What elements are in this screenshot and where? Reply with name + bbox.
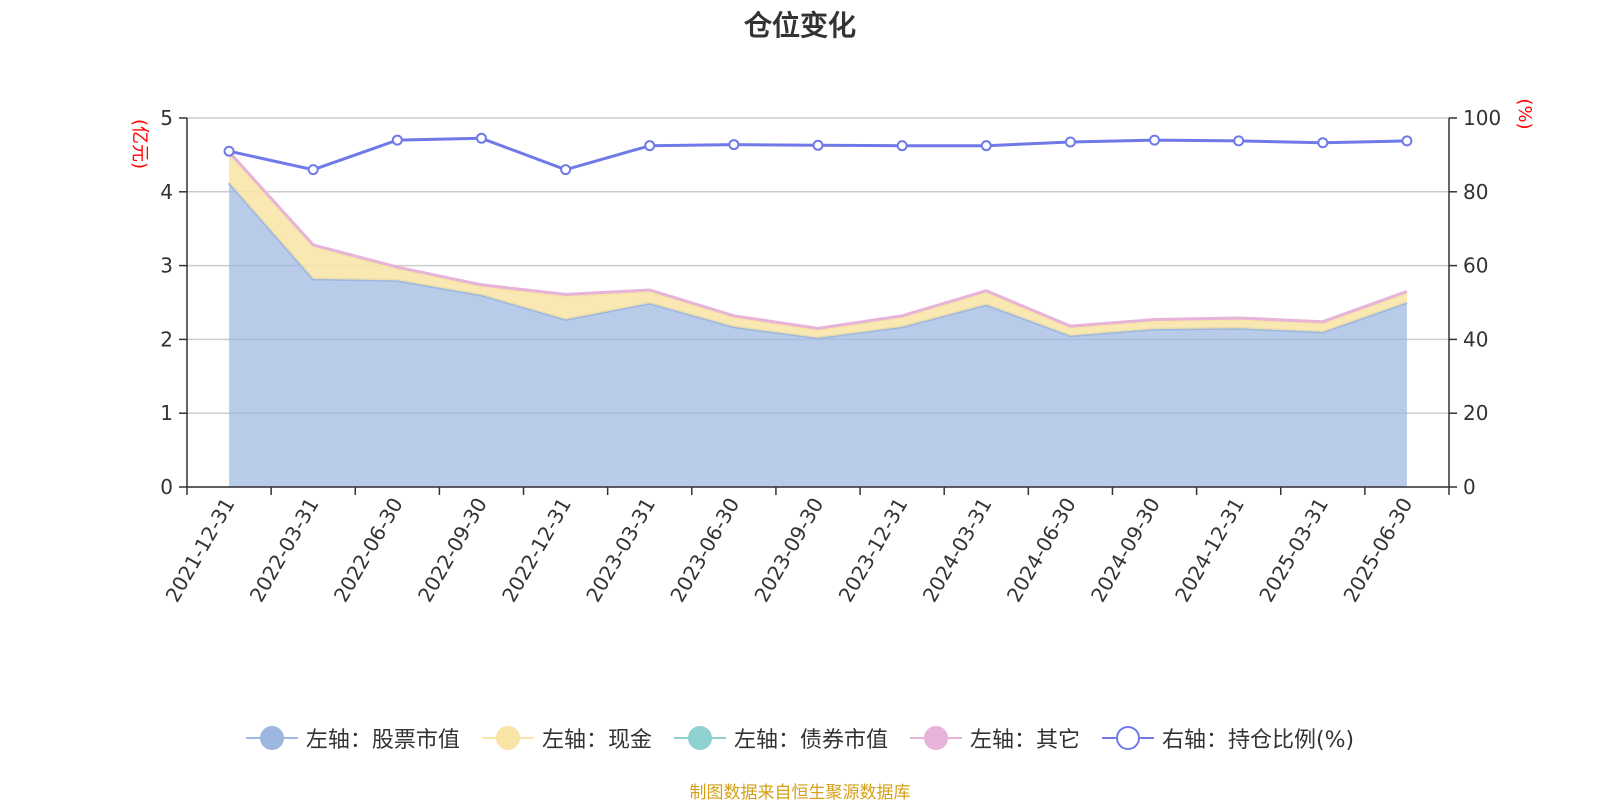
- left-axis-tick-label: 4: [160, 180, 173, 204]
- legend: 左轴：股票市值 左轴：现金 左轴：债券市值 左轴：其它 右轴：持仓比例(%): [0, 722, 1600, 754]
- right-axis-tick-label: 20: [1463, 401, 1488, 425]
- left-axis-tick-label: 1: [160, 401, 173, 425]
- ratio-point: [980, 140, 992, 152]
- legend-swatch-icon: [245, 725, 298, 751]
- x-axis-tick-label: 2024-03-31: [918, 494, 997, 607]
- ratio-point: [1317, 137, 1329, 149]
- ratio-point: [644, 140, 656, 152]
- ratio-point: [560, 164, 572, 176]
- ratio-point: [812, 139, 824, 151]
- left-axis-tick-label: 5: [160, 106, 173, 130]
- ratio-point: [1149, 134, 1161, 146]
- x-axis-tick-label: 2023-03-31: [581, 494, 660, 607]
- x-axis-tick-label: 2024-12-31: [1170, 494, 1249, 607]
- ratio-point: [223, 145, 235, 157]
- ratio-point: [475, 132, 487, 144]
- x-axis-tick-label: 2023-09-30: [749, 494, 828, 607]
- legend-swatch-icon: [1101, 725, 1154, 751]
- left-axis-tick-label: 3: [160, 254, 173, 278]
- x-axis-tick-label: 2024-09-30: [1086, 494, 1165, 607]
- ratio-point: [1064, 136, 1076, 148]
- left-axis-tick-label: 0: [160, 475, 173, 499]
- right-axis-tick-label: 40: [1463, 327, 1488, 351]
- footer-credit: 制图数据来自恒生聚源数据库: [689, 783, 911, 803]
- x-axis-tick-label: 2022-06-30: [329, 494, 408, 607]
- chart-title: 仓位变化: [743, 9, 856, 42]
- right-axis-tick-label: 100: [1463, 106, 1501, 130]
- x-axis-tick-label: 2025-03-31: [1254, 494, 1333, 607]
- left-axis-tick-label: 2: [160, 327, 173, 351]
- left-axis-unit: (亿元): [129, 119, 150, 169]
- legend-item[interactable]: 左轴：其它: [909, 722, 1080, 754]
- ratio-point: [307, 164, 319, 176]
- x-axis-tick-label: 2022-09-30: [413, 494, 492, 607]
- legend-swatch-icon: [909, 725, 962, 751]
- ratio-point: [896, 140, 908, 152]
- right-axis-tick-label: 0: [1463, 475, 1476, 499]
- legend-item[interactable]: 左轴：股票市值: [245, 722, 460, 754]
- area-layer: [227, 150, 1408, 487]
- legend-label: 右轴：持仓比例(%): [1161, 728, 1355, 753]
- line-layer: [223, 132, 1413, 176]
- legend-label: 左轴：债券市值: [733, 728, 888, 753]
- x-axis-tick-label: 2021-12-31: [160, 494, 239, 607]
- x-axis-tick-label: 2024-06-30: [1002, 494, 1081, 607]
- ratio-point: [728, 139, 740, 151]
- right-axis-tick-label: 80: [1463, 180, 1488, 204]
- right-axis-tick-label: 60: [1463, 254, 1488, 278]
- x-axis-tick-label: 2022-03-31: [245, 494, 324, 607]
- legend-label: 左轴：股票市值: [305, 728, 460, 753]
- ratio-point: [391, 134, 403, 146]
- legend-item[interactable]: 右轴：持仓比例(%): [1101, 722, 1355, 754]
- area-0: [229, 182, 1407, 487]
- ratio-point: [1401, 135, 1413, 147]
- x-axis-tick-label: 2023-06-30: [665, 494, 744, 607]
- legend-item[interactable]: 左轴：债券市值: [673, 722, 888, 754]
- x-axis-tick-label: 2025-06-30: [1338, 494, 1417, 607]
- x-axis-tick-label: 2023-12-31: [834, 494, 913, 607]
- area-line-3: [227, 150, 1408, 330]
- legend-label: 左轴：其它: [969, 728, 1080, 753]
- legend-item[interactable]: 左轴：现金: [481, 722, 652, 754]
- ratio-point: [1233, 135, 1245, 147]
- legend-swatch-icon: [481, 725, 534, 751]
- x-axis-tick-label: 2022-12-31: [497, 494, 576, 607]
- right-axis-unit: (%): [1514, 98, 1535, 129]
- legend-label: 左轴：现金: [541, 728, 652, 753]
- legend-swatch-icon: [673, 725, 726, 751]
